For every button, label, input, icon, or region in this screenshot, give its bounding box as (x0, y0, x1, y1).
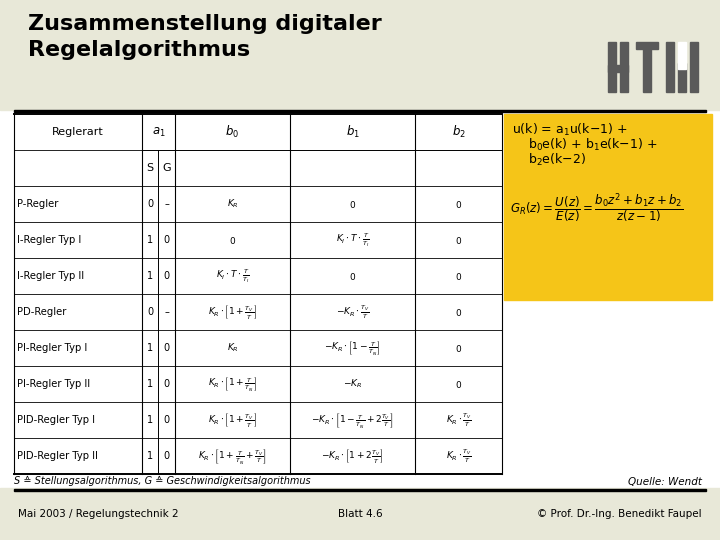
Bar (620, 42, 628, 92)
Bar (678, 42, 686, 69)
Text: PI-Regler Typ I: PI-Regler Typ I (17, 343, 87, 353)
Text: G: G (162, 163, 171, 173)
Text: $0$: $0$ (455, 342, 462, 354)
Text: $0$: $0$ (349, 271, 356, 281)
Text: 1: 1 (147, 271, 153, 281)
Text: $0$: $0$ (455, 379, 462, 389)
Text: $K_I \cdot T \cdot \frac{T}{T_I}$: $K_I \cdot T \cdot \frac{T}{T_I}$ (336, 231, 369, 249)
Bar (678, 63, 686, 92)
Bar (0, 488, 720, 540)
Bar (608, 65, 628, 72)
Text: $-K_R \cdot \left[1+2\frac{T_V}{T}\right]$: $-K_R \cdot \left[1+2\frac{T_V}{T}\right… (321, 447, 384, 465)
Text: S: S (146, 163, 153, 173)
Text: $-K_R \cdot \left[1-\frac{T}{T_N}\right]$: $-K_R \cdot \left[1-\frac{T}{T_N}\right]… (324, 339, 381, 357)
Text: $0$: $0$ (349, 199, 356, 210)
Text: S ≙ Stellungsalgorithmus, G ≙ Geschwindigkeitsalgorithmus: S ≙ Stellungsalgorithmus, G ≙ Geschwindi… (14, 476, 310, 486)
Text: u(k) = a$_1$u(k$-$1) +: u(k) = a$_1$u(k$-$1) + (512, 122, 628, 138)
Text: $b_2$: $b_2$ (451, 124, 465, 140)
Text: 0: 0 (147, 199, 153, 209)
Text: PID-Regler Typ I: PID-Regler Typ I (17, 415, 95, 425)
Text: P-Regler: P-Regler (17, 199, 58, 209)
Bar (636, 42, 658, 49)
Text: $0$: $0$ (455, 199, 462, 210)
Text: 1: 1 (147, 343, 153, 353)
Text: –: – (164, 307, 169, 317)
Bar (0, 0, 720, 110)
Text: –: – (164, 199, 169, 209)
Text: $0$: $0$ (455, 234, 462, 246)
Text: $0$: $0$ (455, 271, 462, 281)
Text: 0: 0 (163, 343, 170, 353)
Text: $K_R$: $K_R$ (227, 198, 238, 210)
Text: b$_2$e(k$-$2): b$_2$e(k$-$2) (528, 152, 586, 168)
Text: 0: 0 (163, 379, 170, 389)
Text: 0: 0 (147, 307, 153, 317)
Text: PD-Regler: PD-Regler (17, 307, 66, 317)
Text: 0: 0 (163, 451, 170, 461)
Text: © Prof. Dr.-Ing. Benedikt Faupel: © Prof. Dr.-Ing. Benedikt Faupel (537, 509, 702, 519)
Text: $G_R(z) = \dfrac{U(z)}{E(z)} = \dfrac{b_0 z^2 + b_1 z + b_2}{z(z-1)}$: $G_R(z) = \dfrac{U(z)}{E(z)} = \dfrac{b_… (510, 192, 683, 225)
Text: $b_1$: $b_1$ (346, 124, 359, 140)
Text: $K_R \cdot \left[1+\frac{T_V}{T}\right]$: $K_R \cdot \left[1+\frac{T_V}{T}\right]$ (208, 411, 257, 429)
Text: $K_R \cdot \left[1+\frac{T}{T_N}+\frac{T_V}{T}\right]$: $K_R \cdot \left[1+\frac{T}{T_N}+\frac{T… (198, 447, 267, 465)
Bar (643, 49, 651, 92)
Text: 0: 0 (163, 235, 170, 245)
Bar (666, 42, 674, 92)
Text: Regelalgorithmus: Regelalgorithmus (28, 40, 250, 60)
Text: 1: 1 (147, 451, 153, 461)
Bar (690, 42, 698, 92)
Text: PID-Regler Typ II: PID-Regler Typ II (17, 451, 98, 461)
Bar (608, 42, 616, 92)
Text: $0$: $0$ (229, 234, 236, 246)
Bar (504, 114, 712, 300)
Text: $K_R$: $K_R$ (227, 342, 238, 354)
Text: $K_R \cdot \frac{T_V}{T}$: $K_R \cdot \frac{T_V}{T}$ (446, 411, 472, 429)
Text: Zusammenstellung digitaler: Zusammenstellung digitaler (28, 14, 382, 34)
Text: b$_0$e(k) + b$_1$e(k$-$1) +: b$_0$e(k) + b$_1$e(k$-$1) + (528, 137, 657, 153)
Text: $K_R \cdot \frac{T_V}{T}$: $K_R \cdot \frac{T_V}{T}$ (446, 447, 472, 465)
Text: Mai 2003 / Regelungstechnik 2: Mai 2003 / Regelungstechnik 2 (18, 509, 179, 519)
Text: $a_1$: $a_1$ (152, 125, 166, 139)
Text: $K_R \cdot \left[1+\frac{T}{T_N}\right]$: $K_R \cdot \left[1+\frac{T}{T_N}\right]$ (208, 375, 257, 393)
Text: I-Regler Typ I: I-Regler Typ I (17, 235, 81, 245)
Bar (14, 110, 706, 112)
Text: 0: 0 (163, 271, 170, 281)
Text: 1: 1 (147, 415, 153, 425)
Text: 0: 0 (163, 415, 170, 425)
Text: I-Regler Typ II: I-Regler Typ II (17, 271, 84, 281)
Text: $K_I \cdot T \cdot \frac{T}{T_I}$: $K_I \cdot T \cdot \frac{T}{T_I}$ (216, 267, 249, 285)
Text: $-K_R \cdot \frac{T_V}{T}$: $-K_R \cdot \frac{T_V}{T}$ (336, 303, 369, 321)
Text: 1: 1 (147, 235, 153, 245)
Text: $0$: $0$ (455, 307, 462, 318)
Text: $b_0$: $b_0$ (225, 124, 240, 140)
Text: $-K_R \cdot \left[1-\frac{T}{T_N}+2\frac{T_V}{T}\right]$: $-K_R \cdot \left[1-\frac{T}{T_N}+2\frac… (311, 410, 394, 429)
Text: 1: 1 (147, 379, 153, 389)
Bar (14, 489, 706, 491)
Text: Quelle: Wendt: Quelle: Wendt (628, 477, 702, 487)
Text: Blatt 4.6: Blatt 4.6 (338, 509, 382, 519)
Text: $-K_R$: $-K_R$ (343, 378, 362, 390)
Text: Reglerart: Reglerart (52, 127, 104, 137)
Text: $K_R \cdot \left[1+\frac{T_V}{T}\right]$: $K_R \cdot \left[1+\frac{T_V}{T}\right]$ (208, 303, 257, 321)
Text: PI-Regler Typ II: PI-Regler Typ II (17, 379, 90, 389)
